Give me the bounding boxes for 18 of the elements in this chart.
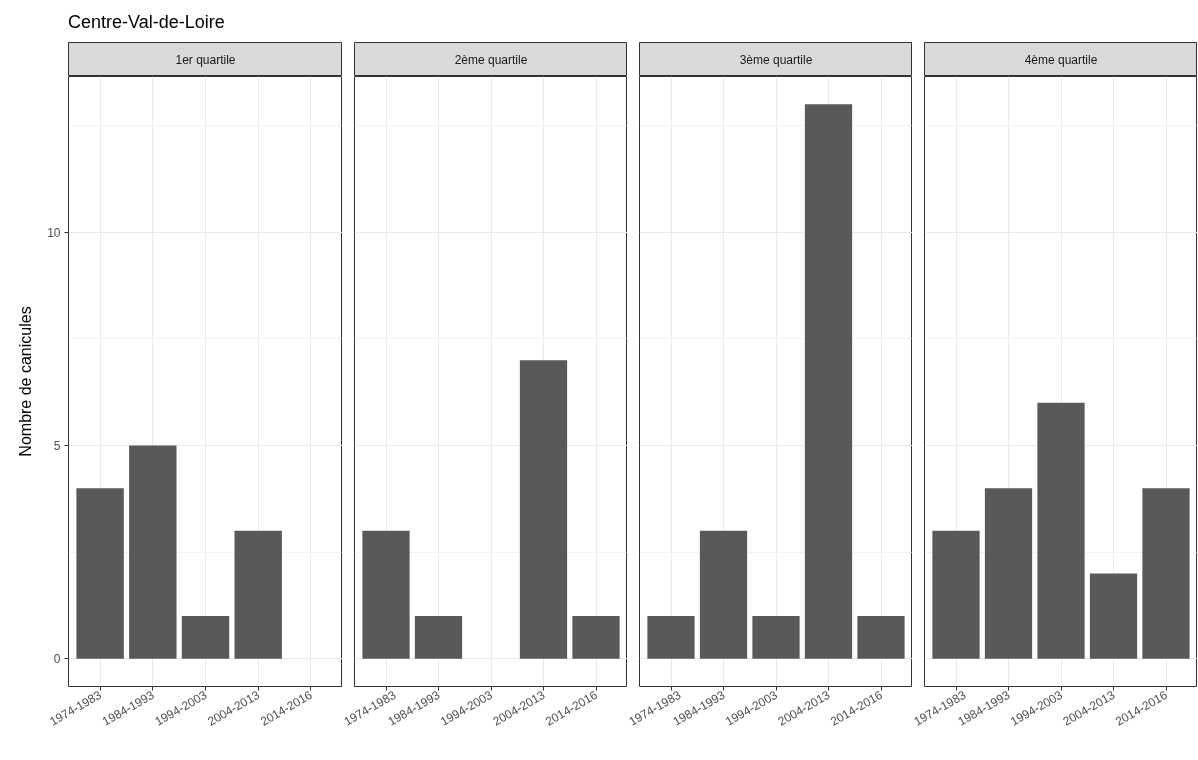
chart-title: Centre-Val-de-Loire — [68, 11, 225, 34]
chart-subtitle: 2ème quartile — [454, 52, 528, 67]
y-tick-label: 5 — [53, 438, 61, 453]
bar — [76, 488, 124, 659]
bar — [1037, 402, 1085, 659]
bar — [234, 530, 282, 659]
bar — [1142, 488, 1190, 659]
bar — [984, 488, 1033, 659]
bar — [129, 445, 177, 659]
y-tick-label: 10 — [47, 225, 61, 240]
bar — [1089, 573, 1138, 659]
y-tick-label: 0 — [53, 652, 61, 667]
y-axis-title: Nombre de canicules — [17, 306, 35, 457]
chart-subtitle: 4ème quartile — [1024, 52, 1098, 67]
bar — [181, 616, 230, 659]
chart-subtitle: 3ème quartile — [739, 52, 813, 67]
bar — [932, 530, 980, 659]
chart-subtitle: 1er quartile — [175, 52, 236, 67]
